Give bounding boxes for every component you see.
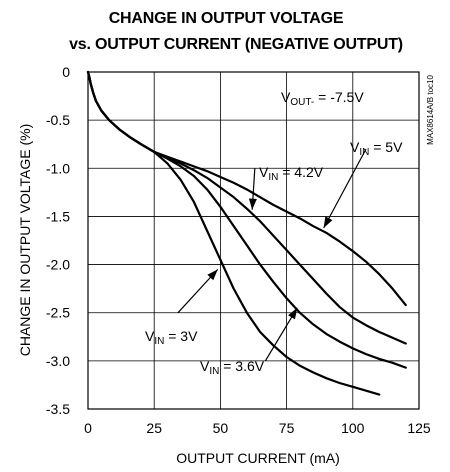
- series-line-2: [86, 70, 407, 345]
- series-label-vin-4-2v-main: V: [259, 164, 269, 180]
- condition-label: VOUT- = -7.5V: [281, 89, 364, 108]
- plot-frame: [87, 71, 420, 410]
- series-label-vin-5v-tail: = 5V: [369, 139, 403, 155]
- y-tick-label: -3.0: [46, 353, 70, 369]
- series-label-vin-4-2v: VIN = 4.2V: [259, 164, 324, 183]
- series-label-vin-3v-main: V: [145, 328, 155, 344]
- x-axis-label: OUTPUT CURRENT (mA): [176, 450, 340, 466]
- condition-label-tail: = -7.5V: [314, 89, 364, 105]
- part-code: MAX8614A/B toc10: [426, 75, 435, 145]
- series-label-vin-3v-tail: = 3V: [164, 328, 198, 344]
- series-line-1: [86, 70, 407, 307]
- series-label-vin-3-6v-sub: IN: [209, 366, 219, 377]
- series-line-4: [86, 70, 381, 396]
- x-tick-label: 0: [84, 420, 92, 436]
- series-label-vin-3-6v: VIN = 3.6V: [200, 358, 265, 377]
- condition-label-main: V: [281, 89, 291, 105]
- x-tick-labels: 0 25 50 75 100 125: [84, 420, 431, 436]
- y-axis-label: CHANGE IN OUTPUT VOLTAGE (%): [17, 124, 33, 357]
- x-tick-label: 75: [279, 420, 295, 436]
- condition-label-sub: OUT-: [290, 97, 314, 108]
- x-tick-label: 100: [341, 420, 365, 436]
- annotation-arrow-3: [177, 268, 219, 314]
- series-label-vin-3v-sub: IN: [154, 336, 164, 347]
- series-line-3: [86, 70, 407, 369]
- y-tick-label: -1.5: [46, 208, 70, 224]
- series-label-vin-5v-main: V: [350, 139, 360, 155]
- x-tick-label: 25: [146, 420, 162, 436]
- x-tick-label: 50: [213, 420, 229, 436]
- series-label-vin-4-2v-sub: IN: [268, 172, 278, 183]
- chart-title-line-2: vs. OUTPUT CURRENT (NEGATIVE OUTPUT): [69, 36, 403, 53]
- series-layer: [86, 70, 407, 396]
- series-label-vin-3-6v-main: V: [200, 358, 210, 374]
- y-tick-label: 0: [62, 64, 70, 80]
- chart-title-line-1: CHANGE IN OUTPUT VOLTAGE: [109, 10, 344, 27]
- annotation-arrow-2: [248, 168, 257, 210]
- y-tick-label: -2.5: [46, 305, 70, 321]
- annotation-arrow-1: [323, 148, 367, 229]
- arrow-layer: [177, 148, 367, 362]
- y-tick-label: -2.0: [46, 257, 70, 273]
- y-tick-label: -3.5: [46, 401, 70, 417]
- x-tick-label: 125: [407, 420, 431, 436]
- series-label-vin-5v: VIN = 5V: [350, 139, 403, 158]
- y-tick-label: -1.0: [46, 160, 70, 176]
- series-label-vin-3v: VIN = 3V: [145, 328, 198, 347]
- y-tick-label: -0.5: [46, 112, 70, 128]
- series-label-vin-4-2v-tail: = 4.2V: [278, 164, 323, 180]
- annotation-arrow-4: [264, 307, 298, 362]
- y-tick-labels: 0 -0.5 -1.0 -1.5 -2.0 -2.5 -3.0 -3.5: [46, 64, 70, 417]
- series-label-vin-3-6v-tail: = 3.6V: [219, 358, 264, 374]
- series-label-vin-5v-sub: IN: [359, 147, 369, 158]
